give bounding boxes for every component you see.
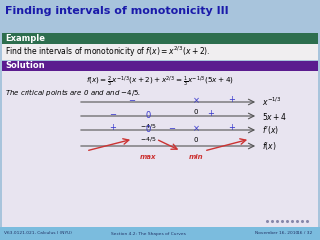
Text: $+$: $+$ [228,94,236,104]
Text: V63.0121.021, Calculus I (NYU): V63.0121.021, Calculus I (NYU) [4,232,72,235]
Text: 0: 0 [194,108,198,114]
Text: max: max [140,154,156,160]
Text: $+$: $+$ [228,122,236,132]
Text: $f(x) = \frac{2}{3}x^{-1/3}(x+2) + x^{2/3} = \frac{1}{3}x^{-1/3}(5x+4)$: $f(x) = \frac{2}{3}x^{-1/3}(x+2) + x^{2/… [86,75,234,89]
Text: $-4/5$: $-4/5$ [140,122,156,131]
Text: The critical points are 0 and and $-4/5$.: The critical points are 0 and and $-4/5$… [5,88,141,98]
Text: $f(x)$: $f(x)$ [262,140,276,152]
Text: $\times$: $\times$ [192,124,200,134]
FancyBboxPatch shape [2,33,318,44]
Text: 0: 0 [145,110,151,120]
Text: Finding intervals of monotonicity III: Finding intervals of monotonicity III [5,6,228,16]
Text: Example: Example [5,34,45,43]
FancyBboxPatch shape [0,0,320,22]
Text: $-$: $-$ [168,122,176,132]
FancyBboxPatch shape [2,71,318,228]
FancyBboxPatch shape [0,227,320,240]
Text: 0: 0 [194,137,198,143]
Text: $+$: $+$ [207,108,215,118]
Text: $\times$: $\times$ [192,96,200,106]
Text: November 16, 2010: November 16, 2010 [255,232,298,235]
Text: Solution: Solution [5,61,44,71]
Text: 0: 0 [145,125,151,133]
Text: min: min [189,154,203,160]
Text: Find the intervals of monotonicity of $f(x) = x^{2/3}(x + 2)$.: Find the intervals of monotonicity of $f… [5,45,211,59]
FancyBboxPatch shape [2,44,318,60]
Text: 16 / 32: 16 / 32 [297,232,312,235]
Text: $x^{-1/3}$: $x^{-1/3}$ [262,96,282,108]
Text: $-4/5$: $-4/5$ [140,135,156,143]
Text: $-$: $-$ [128,95,136,103]
Text: Section 4.2: The Shapes of Curves: Section 4.2: The Shapes of Curves [111,232,185,235]
Text: $+$: $+$ [109,122,117,132]
Text: $-$: $-$ [109,108,117,118]
Text: $f'(x)$: $f'(x)$ [262,124,279,136]
FancyBboxPatch shape [2,61,318,71]
Text: $5x+4$: $5x+4$ [262,110,287,121]
